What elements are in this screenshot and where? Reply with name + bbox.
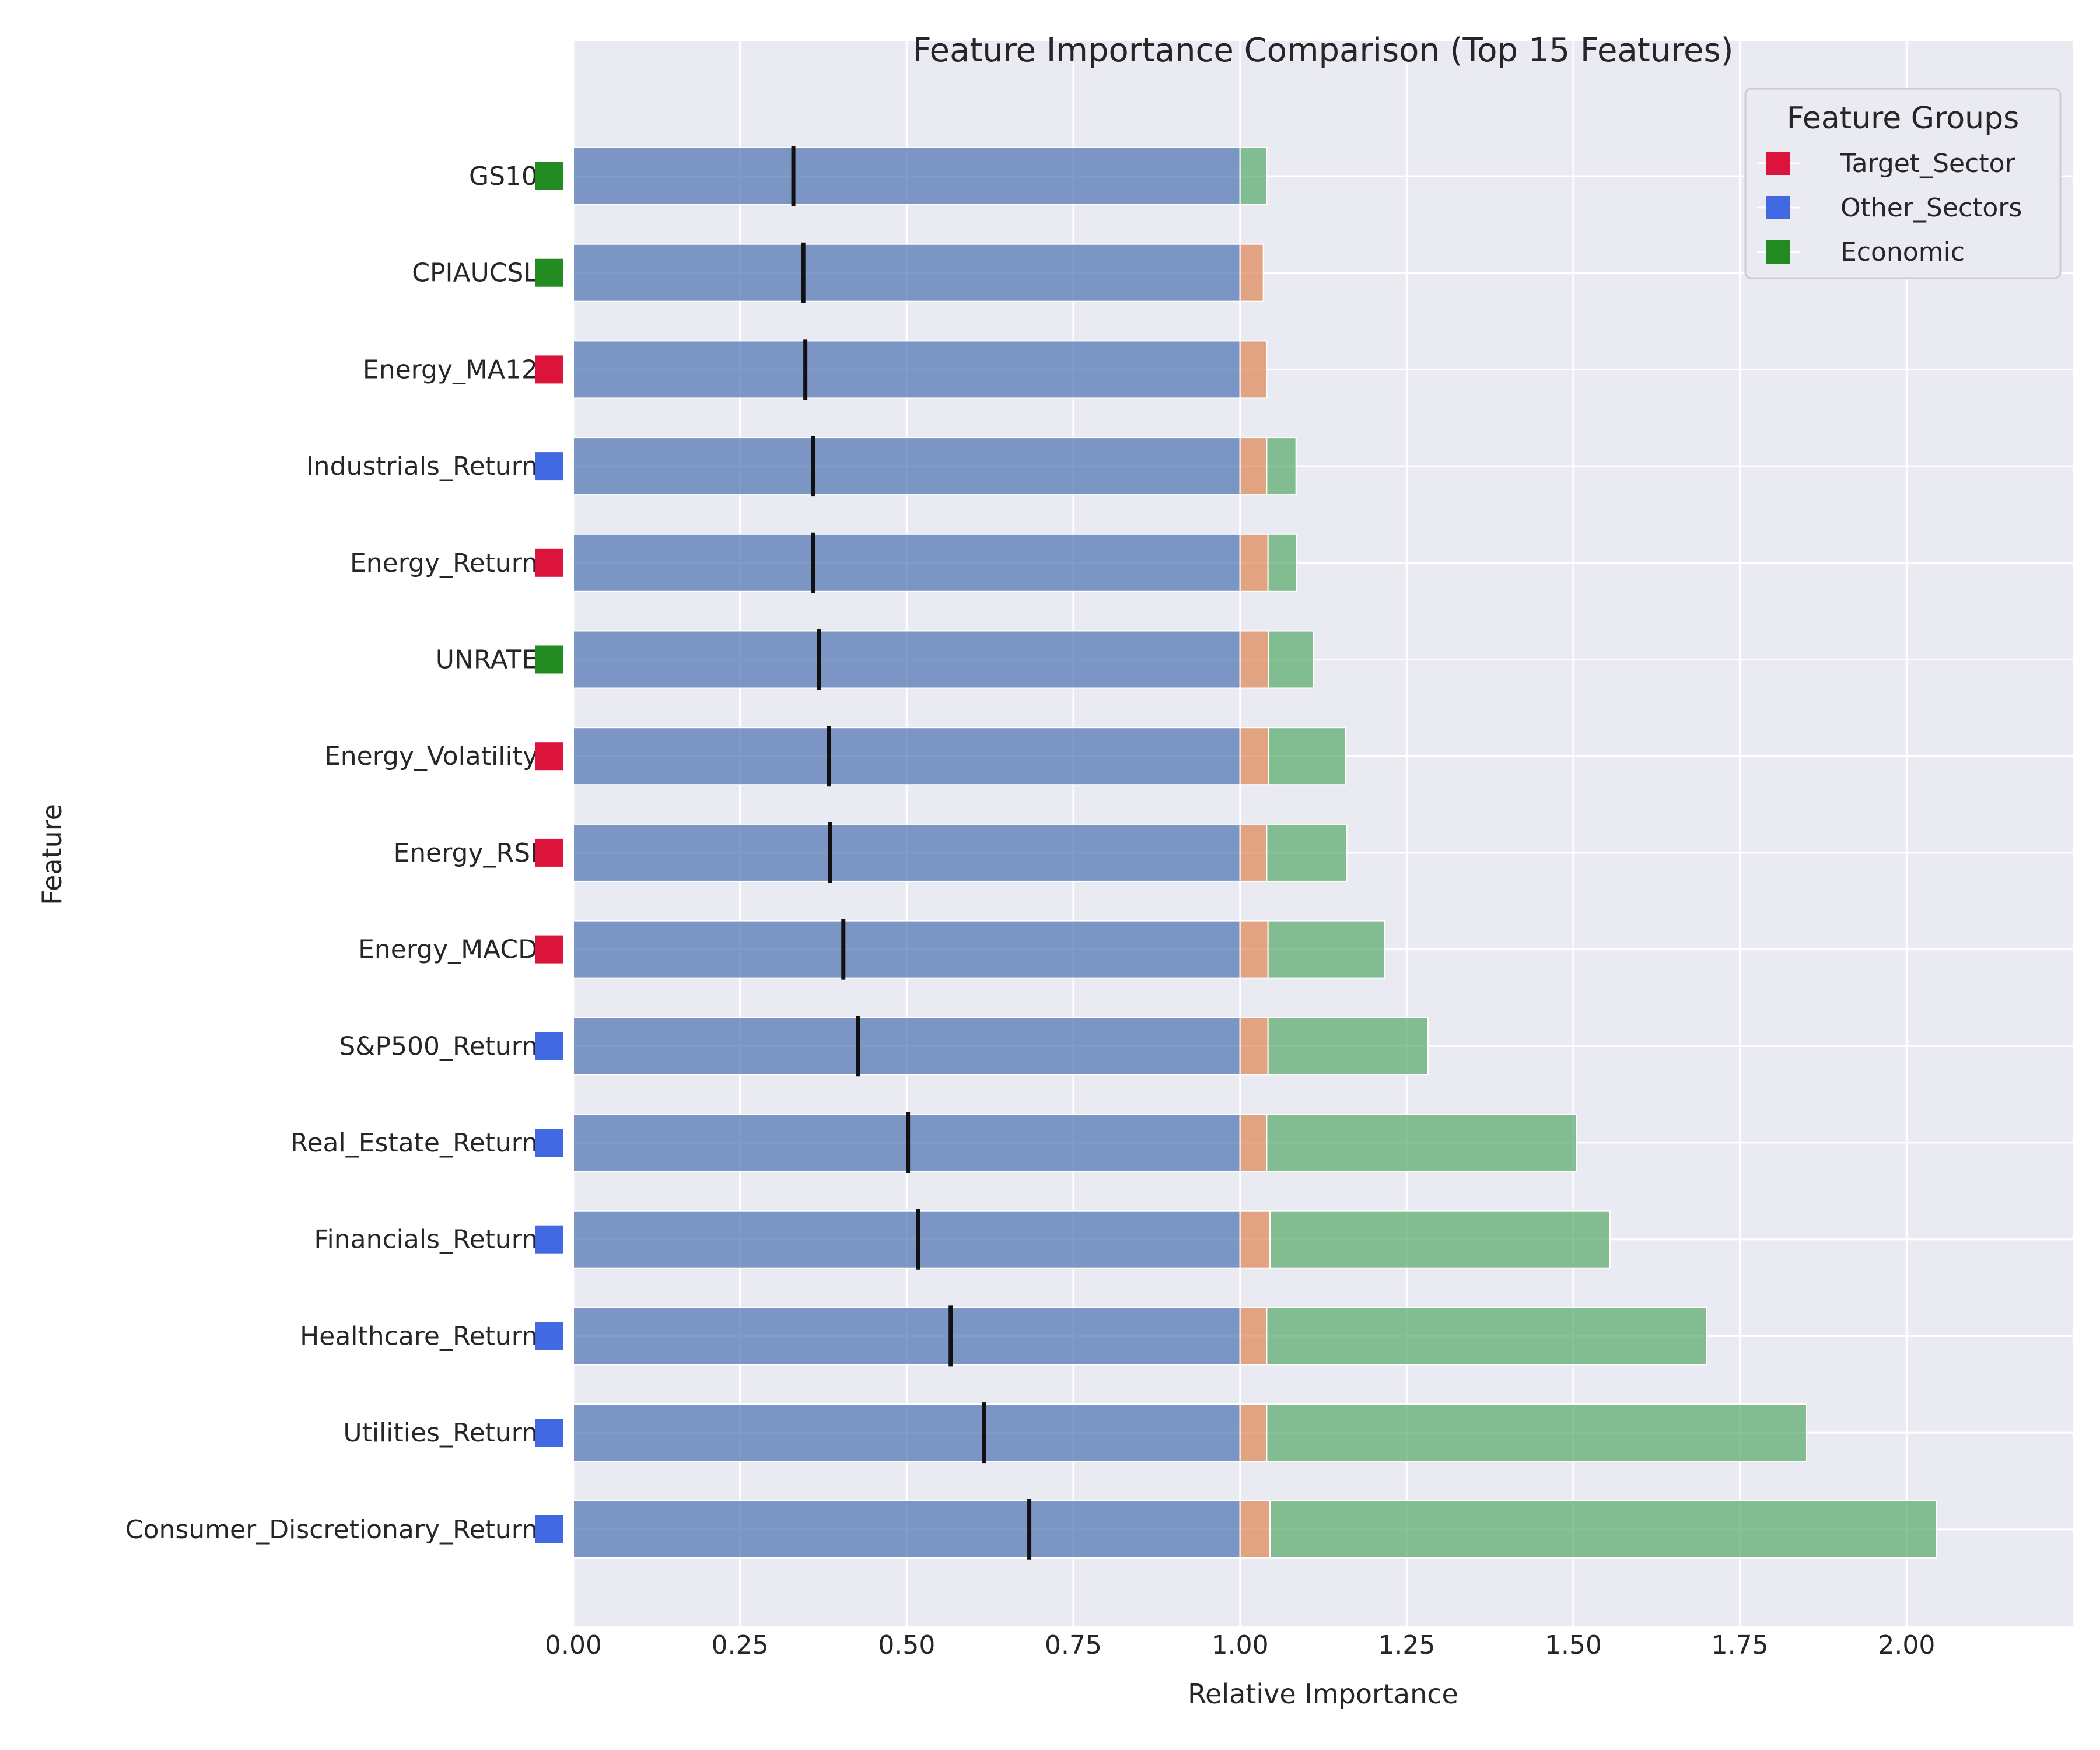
bar-segment xyxy=(1239,1500,1271,1559)
group-indicator xyxy=(536,355,564,384)
x-tick-labels: 0.00 0.25 0.50 0.75 1.00 1.25 1.50 1.75 2.00 xyxy=(545,1630,1935,1660)
bar-segment xyxy=(1266,823,1348,882)
bar-segment xyxy=(1239,1114,1268,1172)
y-tick-label: Healthcare_Return xyxy=(300,1321,538,1351)
group-indicator xyxy=(536,645,564,674)
chart-title: Feature Importance Comparison (Top 15 Fe… xyxy=(912,32,1733,69)
group-indicator xyxy=(536,452,564,481)
y-tick-label: Energy_RSI xyxy=(393,838,538,868)
bar-segment xyxy=(1239,1307,1268,1366)
bar-segment xyxy=(1239,533,1269,592)
y-tick-label: Energy_MACD xyxy=(358,935,538,965)
legend-label: Target_Sector xyxy=(1840,149,2015,178)
x-tick-label: 1.25 xyxy=(1378,1630,1435,1660)
y-tick-label: CPIAUCSL xyxy=(412,258,538,288)
y-tick-label: Consumer_Discretionary_Return xyxy=(125,1515,538,1545)
bar-segment xyxy=(573,1017,1241,1076)
bar-segment xyxy=(1267,1017,1429,1076)
x-tick-label: 0.50 xyxy=(878,1630,935,1660)
x-tick-label: 1.50 xyxy=(1545,1630,1602,1660)
x-tick-label: 1.00 xyxy=(1212,1630,1269,1660)
bar-segment xyxy=(1239,1404,1268,1462)
x-tick-label: 0.00 xyxy=(545,1630,602,1660)
legend-swatch xyxy=(1766,240,1790,264)
y-tick-label: Utilities_Return xyxy=(343,1418,538,1448)
bar-segment xyxy=(1239,1017,1269,1076)
y-tick-label: Energy_Volatility xyxy=(324,741,538,771)
bar-segment xyxy=(1266,1307,1707,1366)
bar-segment xyxy=(1268,727,1346,786)
legend-swatch xyxy=(1766,196,1790,219)
bar-segment xyxy=(573,823,1241,882)
bar-segment xyxy=(1239,147,1268,205)
bar-segment xyxy=(573,147,1241,205)
bar-segment xyxy=(1239,630,1269,689)
bar-segment xyxy=(1269,1500,1937,1559)
bar-segment xyxy=(1268,630,1314,689)
y-tick-label: GS10 xyxy=(469,162,538,191)
bar-segment xyxy=(1266,1404,1807,1462)
y-tick-label: Energy_MA12 xyxy=(363,355,538,384)
legend-label: Other_Sectors xyxy=(1840,193,2022,223)
bar-segment xyxy=(573,727,1241,786)
y-tick-label: UNRATE xyxy=(436,645,538,675)
y-tick-label: Industrials_Return xyxy=(306,452,538,481)
bar-segment xyxy=(1266,1114,1577,1172)
bar-segment xyxy=(573,340,1241,399)
bar-segment xyxy=(1239,340,1268,399)
group-indicator xyxy=(536,1419,564,1447)
y-tick-label: Real_Estate_Return xyxy=(290,1128,538,1158)
group-indicator xyxy=(536,548,564,577)
group-indicator xyxy=(536,1515,564,1544)
x-tick-label: 0.75 xyxy=(1045,1630,1102,1660)
y-axis-label: Feature xyxy=(36,804,68,905)
bar-segment xyxy=(1269,1210,1611,1269)
y-tick-label: Financials_Return xyxy=(314,1225,538,1255)
bar-segment xyxy=(573,437,1241,496)
x-tick-label: 2.00 xyxy=(1878,1630,1935,1660)
legend-title: Feature Groups xyxy=(1787,101,2019,136)
bar-segment xyxy=(573,1500,1241,1559)
bar-segment xyxy=(573,243,1241,302)
group-indicator xyxy=(536,838,564,867)
group-indicator xyxy=(536,258,564,287)
y-tick-label: S&P500_Return xyxy=(339,1031,538,1061)
legend-frame xyxy=(1744,88,2062,279)
importance-markers xyxy=(791,146,1032,1560)
bar-segment xyxy=(1267,533,1297,592)
bar-segment xyxy=(1266,437,1297,496)
group-indicator xyxy=(536,1032,564,1060)
x-tick-label: 0.25 xyxy=(712,1630,769,1660)
bar-segment xyxy=(1239,920,1269,979)
x-axis-label: Relative Importance xyxy=(1188,1678,1458,1710)
bar-segment xyxy=(573,920,1241,979)
legend-swatch xyxy=(1766,152,1790,175)
group-indicator xyxy=(536,742,564,771)
bar-segment xyxy=(573,533,1241,592)
group-indicator xyxy=(536,1322,564,1350)
bar-segment xyxy=(1239,243,1264,302)
legend-label: Economic xyxy=(1840,237,1965,267)
group-indicator xyxy=(536,935,564,964)
group-indicator xyxy=(536,162,564,190)
bar-segment xyxy=(573,630,1241,689)
bar-segment xyxy=(1239,437,1268,496)
y-tick-labels: GS10 CPIAUCSL Energy_MA12 Industrials_Retur… xyxy=(125,162,564,1545)
y-tick-label: Energy_Return xyxy=(350,548,538,578)
group-indicator xyxy=(536,1129,564,1157)
x-tick-label: 1.75 xyxy=(1712,1630,1769,1660)
bar-segment xyxy=(1239,727,1269,786)
bar-segment xyxy=(573,1404,1241,1462)
legend: Feature Groups Target_Sector Other_Sector… xyxy=(1744,88,2062,279)
bar-segment xyxy=(1239,1210,1271,1269)
bar-segment xyxy=(1267,920,1385,979)
bar-segment xyxy=(1239,823,1268,882)
bar-segment xyxy=(573,1210,1241,1269)
group-indicator xyxy=(536,1225,564,1254)
bar-segment xyxy=(573,1307,1241,1366)
